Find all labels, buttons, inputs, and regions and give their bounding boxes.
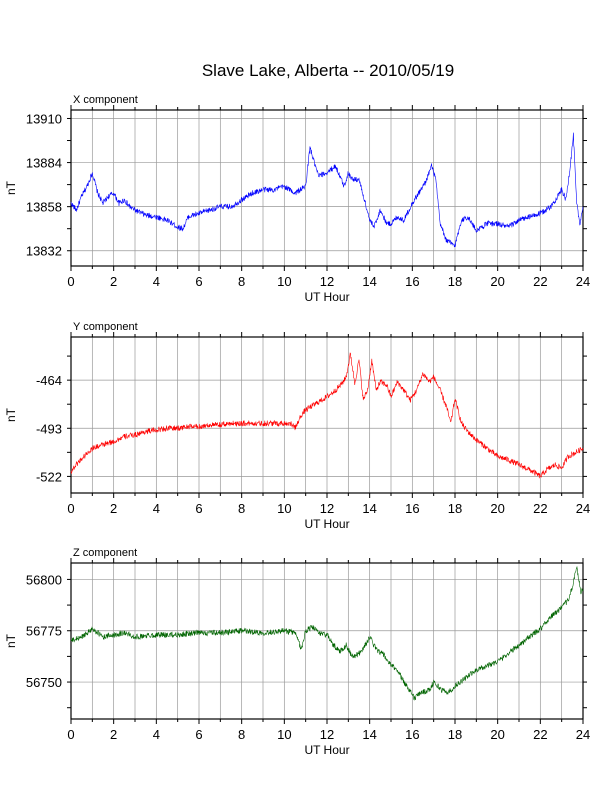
y-tick-label: -522 (36, 469, 62, 484)
y-axis-label: nT (4, 633, 18, 648)
x-tick-label: 18 (448, 274, 462, 289)
data-series-line (70, 565, 584, 701)
x-tick-label: 12 (320, 501, 334, 516)
x-tick-label: 4 (153, 274, 160, 289)
x-tick-label: 22 (533, 501, 547, 516)
y-tick-label: -464 (36, 373, 62, 388)
x-tick-label: 24 (576, 727, 590, 742)
x-axis-label: UT Hour (304, 743, 349, 757)
x-tick-label: 20 (490, 501, 504, 516)
x-tick-label: 2 (110, 274, 117, 289)
x-tick-label: 0 (67, 501, 74, 516)
x-axis-label: UT Hour (304, 290, 349, 304)
x-tick-label: 2 (110, 501, 117, 516)
x-tick-label: 24 (576, 274, 590, 289)
x-tick-label: 6 (195, 274, 202, 289)
data-series-line (70, 132, 584, 248)
x-tick-label: 16 (405, 727, 419, 742)
y-tick-label: 56800 (26, 572, 62, 587)
x-tick-label: 22 (533, 274, 547, 289)
x-tick-label: 10 (277, 274, 291, 289)
x-tick-label: 0 (67, 274, 74, 289)
x-tick-label: 12 (320, 727, 334, 742)
x-tick-label: 2 (110, 727, 117, 742)
x-tick-label: 24 (576, 501, 590, 516)
x-axis-label: UT Hour (304, 517, 349, 531)
x-tick-label: 10 (277, 727, 291, 742)
x-component-panel: 0 2 4 6 8 10 12 14 16 18 20 22 241383213858138841391… (4, 94, 590, 304)
y-axis-label: nT (4, 407, 18, 422)
x-tick-label: 18 (448, 727, 462, 742)
x-tick-label: 12 (320, 274, 334, 289)
x-tick-label: 14 (362, 274, 376, 289)
y-tick-label: 13832 (26, 244, 62, 259)
x-tick-label: 16 (405, 501, 419, 516)
x-tick-label: 8 (238, 274, 245, 289)
x-tick-label: 18 (448, 501, 462, 516)
x-tick-label: 6 (195, 501, 202, 516)
x-tick-label: 14 (362, 501, 376, 516)
x-tick-label: 4 (153, 501, 160, 516)
x-tick-label: 10 (277, 501, 291, 516)
x-tick-label: 14 (362, 727, 376, 742)
panel-title: Y component (73, 321, 138, 333)
x-tick-label: 20 (490, 274, 504, 289)
x-tick-label: 8 (238, 727, 245, 742)
data-series-line (70, 352, 584, 479)
y-tick-label: 13884 (26, 156, 62, 171)
x-tick-label: 22 (533, 727, 547, 742)
y-tick-label: 56750 (26, 675, 62, 690)
x-tick-label: 16 (405, 274, 419, 289)
panel-title: Z component (73, 547, 137, 559)
panel-title: X component (73, 94, 138, 106)
y-tick-label: 13858 (26, 200, 62, 215)
y-tick-label: 56775 (26, 624, 62, 639)
x-tick-label: 0 (67, 727, 74, 742)
x-tick-label: 4 (153, 727, 160, 742)
y-tick-label: 13910 (26, 111, 62, 126)
x-tick-label: 6 (195, 727, 202, 742)
x-tick-label: 8 (238, 501, 245, 516)
figure-title: Slave Lake, Alberta -- 2010/05/19 (202, 61, 454, 80)
y-tick-label: -493 (36, 421, 62, 436)
x-tick-label: 20 (490, 727, 504, 742)
y-axis-label: nT (4, 180, 18, 195)
